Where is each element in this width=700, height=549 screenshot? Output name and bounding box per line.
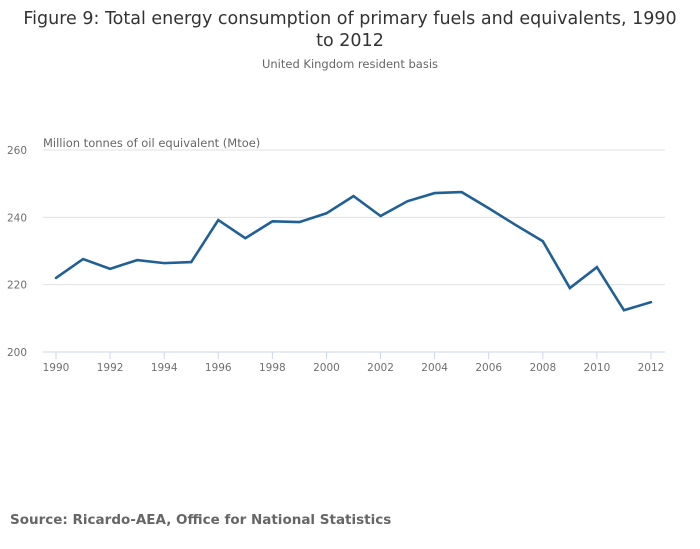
y-axis-label: Million tonnes of oil equivalent (Mtoe) [43, 136, 260, 150]
x-tick-label: 1998 [259, 362, 286, 374]
y-tick-label: 260 [7, 145, 27, 157]
chart-title-line-1: Figure 9: Total energy consumption of pr… [23, 9, 677, 29]
x-tick-label: 1994 [151, 362, 178, 374]
chart-title-line-2: to 2012 [316, 31, 384, 51]
gridlines [43, 149, 665, 286]
y-tick-label: 240 [7, 212, 27, 224]
x-tick-label: 2008 [529, 362, 556, 374]
x-tick-label: 1992 [97, 362, 124, 374]
source-note: Source: Ricardo-AEA, Office for National… [10, 512, 392, 528]
x-tick-label: 2004 [421, 362, 448, 374]
x-axis: 1990 1992 1994 1996 1998 2000 2002 2004 2006 2008… [43, 351, 665, 374]
x-tick-label: 1996 [205, 362, 232, 374]
series-line [54, 190, 653, 312]
x-tick-label: 2006 [475, 362, 502, 374]
chart-title: Figure 9: Total energy consumption of pr… [0, 8, 700, 52]
chart-subtitle: United Kingdom resident basis [261, 57, 439, 71]
y-tick-label: 220 [7, 280, 27, 292]
x-tick-label: 2010 [584, 362, 611, 374]
x-tick-label: 2012 [638, 362, 665, 374]
x-tick-label: 2002 [367, 362, 394, 374]
series-group [54, 190, 653, 312]
x-tick-label: 1990 [43, 362, 70, 374]
x-tick-label: 2000 [313, 362, 340, 374]
y-tick-label: 200 [7, 347, 27, 359]
y-axis-ticks: 200 220 240 260 [7, 145, 27, 359]
